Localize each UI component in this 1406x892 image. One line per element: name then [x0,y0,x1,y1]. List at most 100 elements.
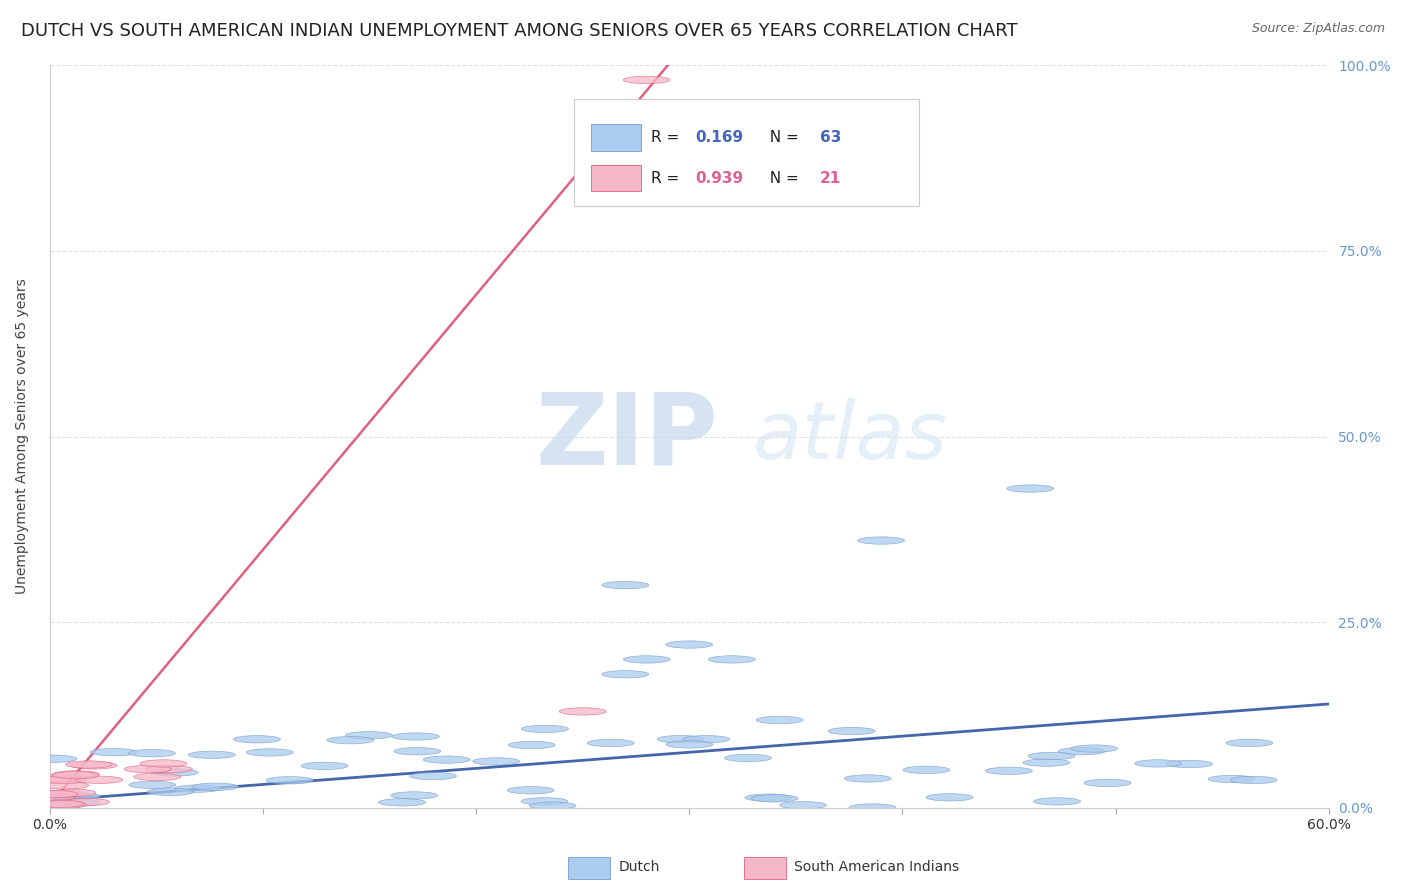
Ellipse shape [37,800,84,807]
Ellipse shape [392,733,439,740]
Text: 21: 21 [820,170,841,186]
Ellipse shape [128,749,176,757]
Ellipse shape [152,769,198,776]
Ellipse shape [423,756,470,764]
Ellipse shape [38,790,84,797]
Ellipse shape [124,765,172,772]
Ellipse shape [52,772,98,779]
FancyBboxPatch shape [574,98,920,206]
Ellipse shape [76,776,122,783]
Ellipse shape [37,802,83,809]
Ellipse shape [1230,776,1277,784]
Ellipse shape [53,799,100,806]
FancyBboxPatch shape [591,124,641,151]
Ellipse shape [657,736,704,743]
Ellipse shape [39,776,86,783]
Ellipse shape [391,792,437,799]
Ellipse shape [328,737,374,744]
Ellipse shape [53,793,100,800]
Ellipse shape [39,801,86,808]
Ellipse shape [724,755,772,762]
Y-axis label: Unemployment Among Seniors over 65 years: Unemployment Among Seniors over 65 years [15,278,30,594]
Ellipse shape [849,804,896,811]
Ellipse shape [1028,752,1076,760]
Ellipse shape [52,771,100,778]
Ellipse shape [66,761,112,768]
Ellipse shape [779,802,827,809]
Ellipse shape [174,785,221,792]
Ellipse shape [266,777,314,784]
Ellipse shape [49,789,96,797]
Ellipse shape [145,765,193,772]
Ellipse shape [1024,759,1070,766]
Ellipse shape [858,537,904,544]
Ellipse shape [1059,747,1105,755]
Text: Source: ZipAtlas.com: Source: ZipAtlas.com [1251,22,1385,36]
Ellipse shape [1084,780,1130,787]
Ellipse shape [560,707,606,715]
Text: N =: N = [759,170,803,186]
Ellipse shape [1208,775,1256,782]
Ellipse shape [709,656,755,663]
Ellipse shape [141,760,187,767]
Ellipse shape [70,762,117,769]
Ellipse shape [828,727,875,735]
Ellipse shape [508,741,555,748]
Ellipse shape [986,767,1032,774]
Ellipse shape [1135,760,1181,767]
Ellipse shape [508,787,554,794]
Ellipse shape [1033,797,1081,805]
Ellipse shape [394,747,441,755]
Ellipse shape [927,794,973,801]
Ellipse shape [1166,760,1213,768]
Ellipse shape [666,640,713,648]
Text: atlas: atlas [754,398,948,475]
Ellipse shape [522,797,568,805]
Ellipse shape [63,798,110,805]
Ellipse shape [30,755,77,763]
Ellipse shape [233,736,280,743]
Ellipse shape [191,783,239,790]
Ellipse shape [301,762,347,770]
Ellipse shape [1226,739,1272,747]
Ellipse shape [31,790,79,797]
Ellipse shape [623,77,671,84]
Ellipse shape [1007,485,1053,492]
Text: R =: R = [651,129,683,145]
Ellipse shape [1071,745,1118,752]
Ellipse shape [472,757,520,765]
Ellipse shape [34,774,82,782]
Text: 63: 63 [820,129,841,145]
Ellipse shape [346,731,392,739]
Ellipse shape [409,772,457,780]
Text: DUTCH VS SOUTH AMERICAN INDIAN UNEMPLOYMENT AMONG SENIORS OVER 65 YEARS CORRELAT: DUTCH VS SOUTH AMERICAN INDIAN UNEMPLOYM… [21,22,1018,40]
Ellipse shape [683,736,730,743]
Ellipse shape [188,751,235,758]
Ellipse shape [903,766,950,773]
Text: 0.169: 0.169 [696,129,744,145]
Ellipse shape [246,748,294,756]
Ellipse shape [602,582,648,589]
Ellipse shape [90,748,138,756]
Text: ZIP: ZIP [536,388,718,485]
Ellipse shape [602,671,648,678]
Ellipse shape [522,725,568,732]
Ellipse shape [666,740,713,748]
Text: South American Indians: South American Indians [794,860,959,874]
Text: 0.939: 0.939 [696,170,744,186]
Text: R =: R = [651,170,683,186]
Text: N =: N = [759,129,803,145]
Ellipse shape [378,798,426,806]
Ellipse shape [751,795,799,802]
Ellipse shape [756,716,803,723]
Ellipse shape [745,794,792,801]
Ellipse shape [28,793,76,801]
Ellipse shape [845,775,891,782]
Text: Dutch: Dutch [619,860,659,874]
Ellipse shape [134,773,180,780]
Ellipse shape [42,781,89,789]
Ellipse shape [529,802,576,809]
Ellipse shape [623,656,671,663]
Ellipse shape [129,781,176,789]
Ellipse shape [588,739,634,747]
